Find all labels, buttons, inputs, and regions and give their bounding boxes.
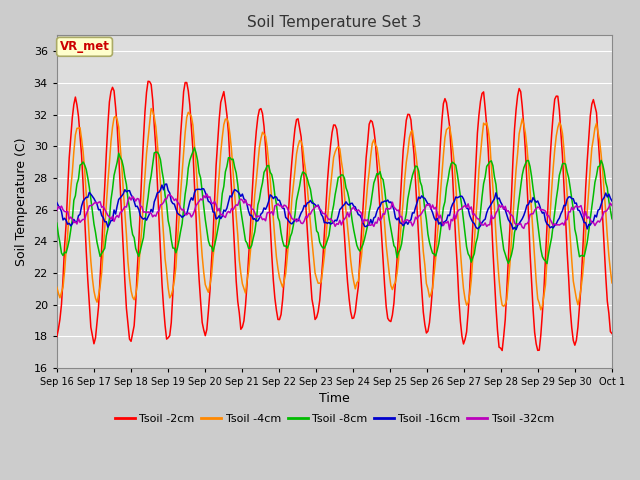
Text: VR_met: VR_met <box>60 40 109 53</box>
Y-axis label: Soil Temperature (C): Soil Temperature (C) <box>15 137 28 266</box>
Title: Soil Temperature Set 3: Soil Temperature Set 3 <box>247 15 422 30</box>
Legend: Tsoil -2cm, Tsoil -4cm, Tsoil -8cm, Tsoil -16cm, Tsoil -32cm: Tsoil -2cm, Tsoil -4cm, Tsoil -8cm, Tsoi… <box>111 410 558 429</box>
X-axis label: Time: Time <box>319 393 350 406</box>
